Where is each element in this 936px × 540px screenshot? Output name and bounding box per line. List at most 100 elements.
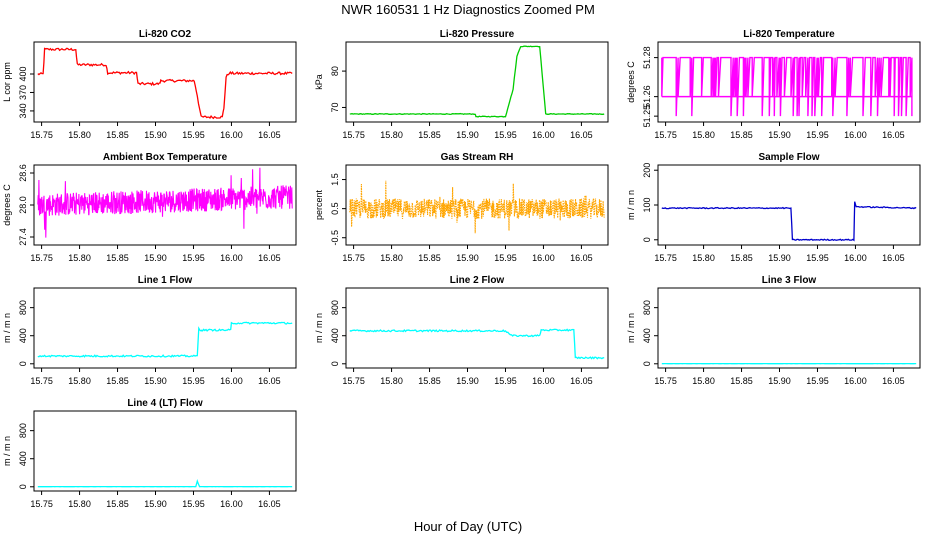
panel-title: Line 2 Flow	[450, 275, 505, 286]
x-tick-label: 15.85	[730, 130, 753, 140]
panel-title: Li-820 CO2	[139, 29, 192, 40]
series-rh	[349, 180, 605, 234]
y-tick-label: 51.28	[642, 46, 652, 69]
series-line	[349, 45, 605, 118]
x-tick-label: 15.75	[654, 253, 677, 263]
panel-ambient: Ambient Box Temperature degrees C 27.4 28.0…	[2, 152, 297, 263]
x-tick-label: 15.90	[456, 253, 479, 263]
x-axis-label: Hour of Day (UTC)	[414, 519, 522, 534]
y-tick-label: 400	[642, 328, 652, 343]
x-tick-label: 15.85	[418, 376, 441, 386]
panel-line1: Line 1 Flow m / m n 0 400 800 15.75 15.80 15.85…	[2, 275, 297, 386]
x-tick-label: 15.85	[106, 253, 129, 263]
x-tick-label: 15.90	[768, 253, 791, 263]
x-tick-label: 15.80	[68, 376, 91, 386]
x-tick-label: 15.95	[806, 376, 829, 386]
plot-frame	[657, 41, 921, 123]
panel-title: Line 3 Flow	[762, 275, 817, 286]
x-tick-label: 15.95	[806, 130, 829, 140]
x-tick-label: 15.90	[144, 130, 167, 140]
y-axis-label: m / m n	[2, 313, 12, 343]
y-tick-label: 51.25	[642, 105, 652, 128]
y-tick-label: 370	[18, 85, 28, 100]
y-tick-label: 0	[642, 237, 652, 242]
y-tick-label: 28.6	[18, 164, 28, 182]
series-line	[37, 321, 293, 358]
plot-frame	[657, 164, 921, 246]
y-tick-label: 400	[18, 328, 28, 343]
y-axis-label: L cor ppm	[2, 62, 12, 102]
x-tick-label: 16.00	[844, 130, 867, 140]
y-tick-label: 27.4	[18, 228, 28, 246]
series-line	[661, 201, 917, 242]
y-tick-label: 400	[18, 451, 28, 466]
x-tick-label: 15.85	[106, 499, 129, 509]
x-tick-label: 15.75	[342, 130, 365, 140]
panel-title: Li-820 Pressure	[440, 29, 515, 40]
panel-title: Line 4 (LT) Flow	[127, 398, 203, 409]
y-tick-label: 100	[642, 197, 652, 212]
plot-frame	[33, 287, 297, 369]
panel-pressure: Li-820 Pressure kPa 70 80 15.75 15.80 15.85 15.…	[314, 29, 609, 140]
y-axis-label: kPa	[314, 74, 324, 90]
panel-title: Ambient Box Temperature	[103, 152, 228, 163]
series-line	[37, 479, 293, 488]
series-line	[349, 180, 605, 234]
x-tick-label: 15.95	[806, 253, 829, 263]
plot-frame	[345, 164, 609, 246]
plot-frame	[33, 41, 297, 123]
x-tick-label: 15.80	[692, 130, 715, 140]
x-tick-label: 16.00	[844, 253, 867, 263]
x-tick-label: 15.95	[182, 376, 205, 386]
y-axis-label: degrees C	[2, 184, 12, 226]
y-tick-label: 800	[642, 300, 652, 315]
plot-frame	[33, 164, 297, 246]
plot-frame	[657, 287, 921, 369]
x-tick-label: 15.95	[182, 253, 205, 263]
x-tick-label: 15.80	[692, 376, 715, 386]
panel-line2: Line 2 Flow m / m n 0 400 800 15.75 15.80 15.85…	[314, 275, 609, 386]
x-tick-label: 15.80	[68, 130, 91, 140]
y-axis-label: m / m n	[314, 313, 324, 343]
x-tick-label: 15.80	[68, 499, 91, 509]
y-tick-label: 70	[330, 102, 340, 112]
panel-title: Gas Stream RH	[441, 152, 514, 163]
x-tick-label: 15.75	[30, 130, 53, 140]
y-axis-label: m / m n	[626, 190, 636, 220]
series-sample	[661, 201, 917, 242]
x-tick-label: 15.85	[730, 376, 753, 386]
x-tick-label: 16.05	[570, 130, 593, 140]
panel-line4: Line 4 (LT) Flow m / m n 0 400 800 15.75 15.80…	[2, 398, 297, 509]
y-axis-label: percent	[314, 189, 324, 220]
x-tick-label: 15.75	[30, 253, 53, 263]
y-tick-label: 800	[18, 300, 28, 315]
x-tick-label: 15.75	[654, 376, 677, 386]
y-tick-label: -0.5	[330, 230, 340, 246]
x-tick-label: 16.00	[532, 253, 555, 263]
x-tick-label: 16.05	[882, 376, 905, 386]
x-tick-label: 16.05	[882, 130, 905, 140]
series-line	[349, 328, 605, 360]
series-line4	[37, 479, 293, 488]
x-tick-label: 15.85	[106, 130, 129, 140]
x-tick-label: 16.00	[220, 253, 243, 263]
x-tick-label: 15.75	[30, 499, 53, 509]
figure-title: NWR 160531 1 Hz Diagnostics Zoomed PM	[341, 2, 595, 17]
series-line	[37, 167, 293, 238]
panel-title: Li-820 Temperature	[743, 29, 835, 40]
y-tick-label: 800	[330, 300, 340, 315]
x-tick-label: 15.90	[144, 376, 167, 386]
panel-title: Sample Flow	[758, 152, 819, 163]
x-tick-label: 16.05	[882, 253, 905, 263]
plot-frame	[33, 410, 297, 492]
x-tick-label: 15.75	[342, 376, 365, 386]
x-tick-label: 15.95	[494, 376, 517, 386]
x-tick-label: 16.00	[220, 376, 243, 386]
y-tick-label: 0.5	[330, 202, 340, 215]
y-tick-label: 200	[642, 163, 652, 178]
x-tick-label: 15.90	[456, 376, 479, 386]
x-tick-label: 16.00	[532, 376, 555, 386]
panel-title: Line 1 Flow	[138, 275, 193, 286]
y-tick-label: 28.0	[18, 196, 28, 214]
panel-line3: Line 3 Flow m / m n 0 400 800 15.75 15.80 15.85…	[626, 275, 921, 386]
